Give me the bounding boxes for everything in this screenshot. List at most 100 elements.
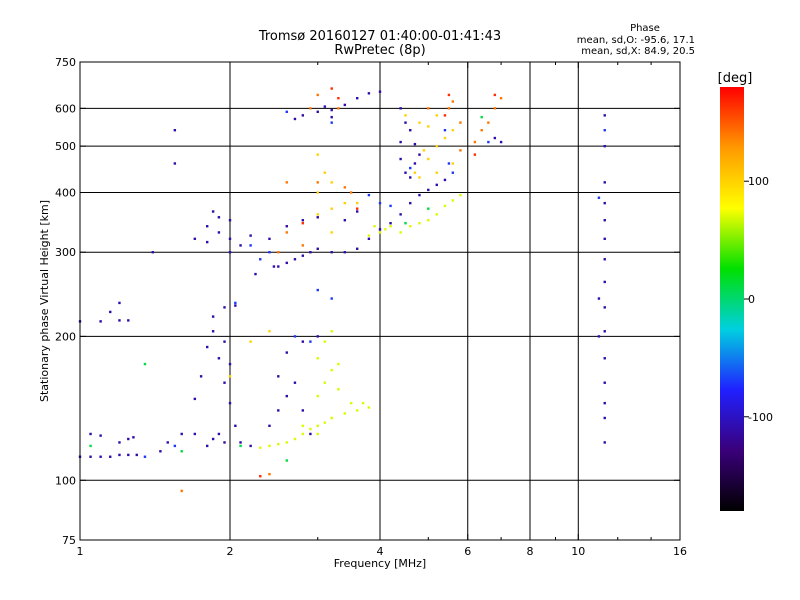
data-point [418,121,421,124]
data-point [285,181,288,184]
data-point [239,441,242,444]
data-point [427,107,430,110]
x-tick-label: 4 [377,545,384,558]
y-tick-label: 100 [55,474,76,487]
data-point [373,225,376,228]
data-point [435,213,438,216]
data-point [409,128,412,132]
colorbar-tick-label: -100 [748,411,773,424]
data-point [399,107,402,110]
data-point [234,304,237,307]
data-point [384,228,387,231]
data-point [337,388,340,391]
data-point [316,213,319,216]
data-point [367,193,371,197]
data-point [268,237,271,241]
data-point [301,244,305,247]
data-point [435,183,438,187]
data-point [127,437,130,441]
data-point [193,237,197,241]
data-point [316,424,319,428]
data-point [330,297,333,300]
x-axis-label: Frequency [MHz] [334,557,426,570]
data-point [316,93,319,97]
y-tick-label: 75 [62,534,76,547]
x-tick-label: 8 [527,545,534,558]
data-point [173,128,177,132]
data-point [132,436,135,439]
data-point [285,459,288,462]
data-points [78,87,606,493]
y-axis-label: Stationary phase Virtual Height [km] [38,200,51,402]
data-point [277,442,280,446]
data-point [89,432,92,436]
data-point [597,335,601,338]
data-point [603,280,606,284]
data-point [118,301,121,305]
data-point [597,196,601,199]
chart-subtitle: RwPretec (8p) [334,43,425,58]
data-point [378,228,382,231]
data-point [173,444,177,448]
x-tick-label: 2 [227,545,234,558]
data-point [409,201,412,205]
data-point [330,416,333,420]
data-point [447,93,451,97]
data-point [343,412,347,415]
data-point [217,231,221,234]
data-point [378,90,382,93]
data-point [223,340,226,343]
data-point [268,251,271,254]
data-point [603,381,606,384]
data-point [272,265,276,268]
data-point [480,128,483,132]
data-point [234,301,237,305]
data-point [135,453,138,457]
data-point [259,446,262,449]
data-point [193,397,197,401]
data-point [355,207,359,210]
data-point [427,157,430,161]
data-point [418,222,421,225]
data-point [143,455,147,458]
data-point [205,240,209,244]
data-point [118,453,121,457]
data-point [99,434,102,437]
data-point [337,96,340,100]
data-point [330,121,333,124]
data-point [228,362,232,366]
data-point [309,107,312,110]
data-point [259,258,262,261]
data-point [228,375,232,378]
data-point [268,472,271,476]
data-point [443,178,447,182]
data-point [343,201,347,205]
data-point [323,105,327,108]
data-point [277,265,280,268]
data-point [109,310,112,314]
data-point [443,128,447,132]
data-point [603,114,606,117]
data-point [404,121,407,124]
data-point [223,381,226,384]
data-point [199,375,203,378]
grid-lines [80,62,680,540]
data-point [597,297,601,300]
data-point [399,157,402,161]
data-point [404,171,407,174]
data-point [355,96,359,100]
data-point [316,335,319,338]
data-point [309,251,312,254]
data-point [301,222,305,225]
data-point [459,193,462,197]
data-point [493,107,497,110]
data-point [404,114,407,117]
data-point [389,225,392,228]
data-point [211,315,215,318]
colorbar-label: [deg] [718,71,753,86]
data-point [409,166,412,170]
data-point [418,176,421,179]
data-point [293,258,297,261]
data-point [404,222,407,225]
data-point [301,432,305,436]
